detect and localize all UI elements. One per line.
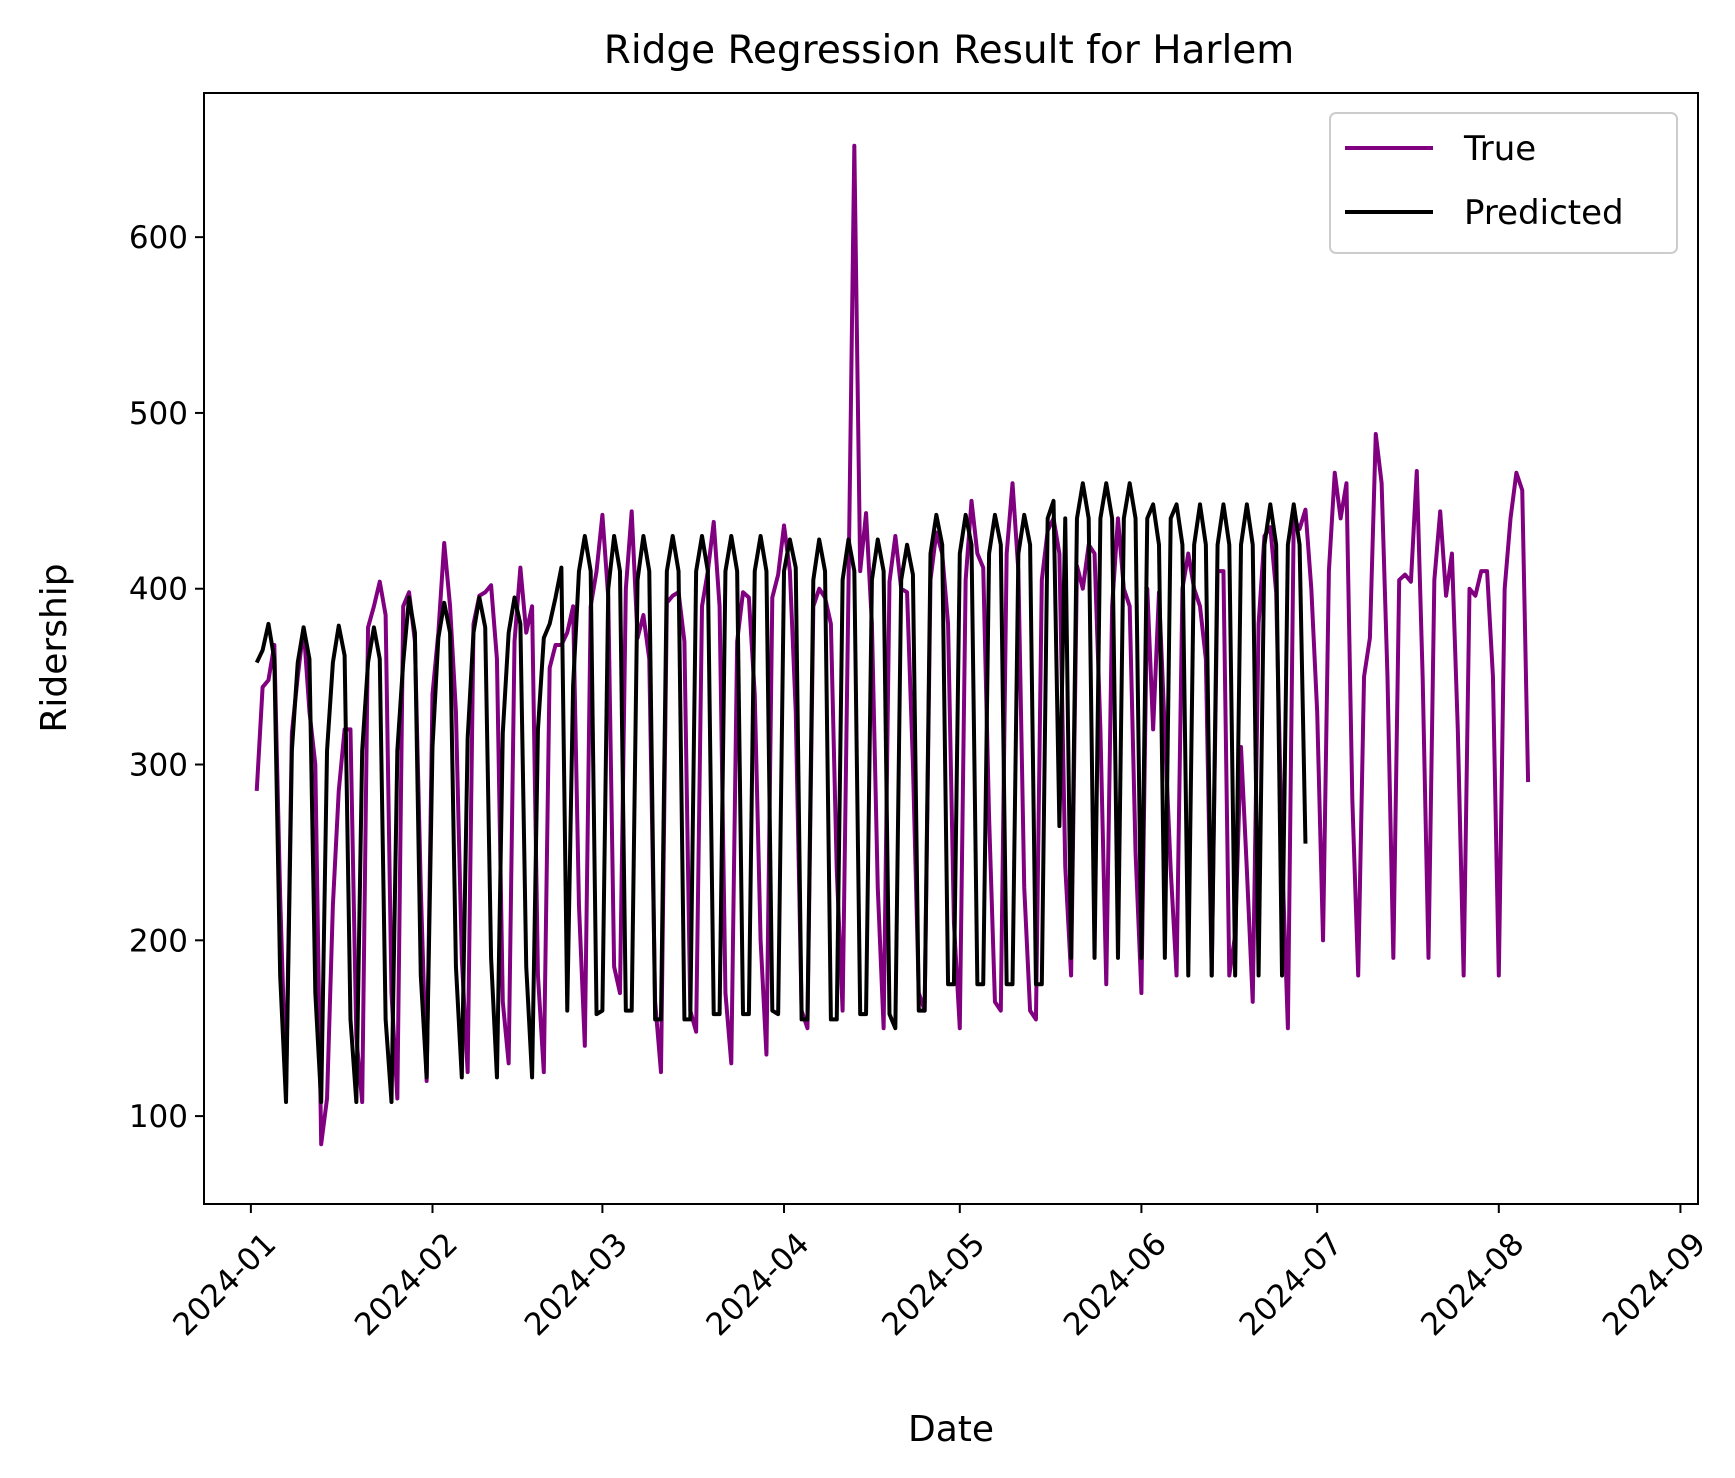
legend-label-predicted: Predicted bbox=[1464, 193, 1624, 233]
x-axis-label: Date bbox=[908, 1409, 994, 1450]
y-tick-label: 200 bbox=[129, 923, 188, 959]
legend-label-true: True bbox=[1463, 129, 1536, 169]
series-layer bbox=[254, 143, 1531, 1147]
series-line-predicted bbox=[254, 481, 1308, 1105]
plot-frame bbox=[203, 92, 1699, 1205]
y-tick-label: 600 bbox=[129, 220, 188, 256]
y-axis-label: Ridership bbox=[34, 563, 75, 732]
y-tick-label: 500 bbox=[129, 396, 188, 432]
legend: True Predicted bbox=[1329, 112, 1678, 254]
y-tick-label: 100 bbox=[129, 1099, 188, 1135]
y-tick-label: 300 bbox=[129, 748, 188, 784]
chart-title: Ridge Regression Result for Harlem bbox=[604, 28, 1295, 73]
series-line-true bbox=[254, 143, 1531, 1147]
y-axis: 100 200 300 400 500 600 bbox=[129, 220, 204, 1135]
y-tick-label: 400 bbox=[129, 572, 188, 608]
